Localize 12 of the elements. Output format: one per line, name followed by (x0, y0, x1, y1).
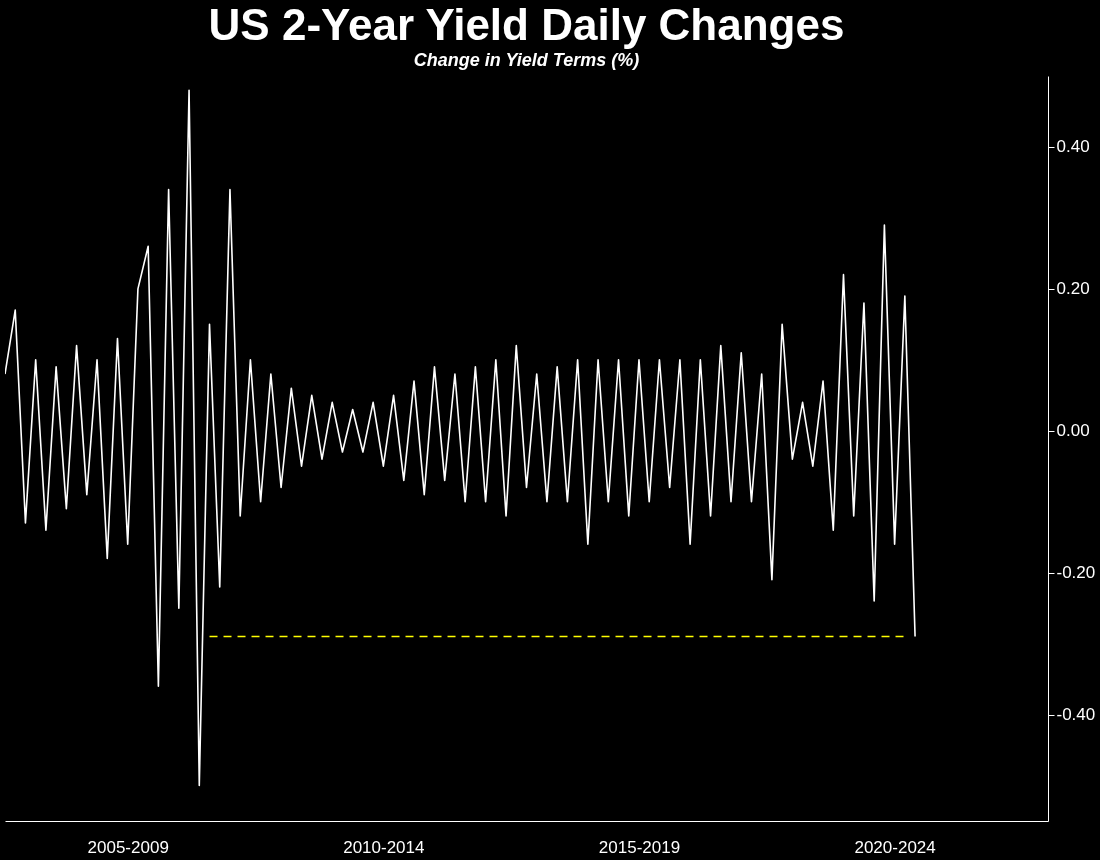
chart-subtitle: Change in Yield Terms (%) (413, 50, 640, 70)
line-series (5, 89, 916, 787)
chart-title: US 2-Year Yield Daily Changes (208, 0, 845, 49)
y-tick-label: 0.20 (1056, 279, 1090, 299)
y-tick-label: -0.40 (1056, 705, 1096, 725)
x-tick-label: 2010-2014 (343, 837, 425, 857)
y-tick-label: 0.40 (1056, 137, 1090, 157)
y-tick-label: -0.20 (1056, 563, 1096, 583)
y-tick-label: 0.00 (1056, 421, 1090, 441)
x-tick-label: 2015-2019 (598, 837, 681, 857)
x-tick-label: 2005-2009 (87, 837, 169, 857)
x-tick-label: 2020-2024 (854, 837, 936, 857)
